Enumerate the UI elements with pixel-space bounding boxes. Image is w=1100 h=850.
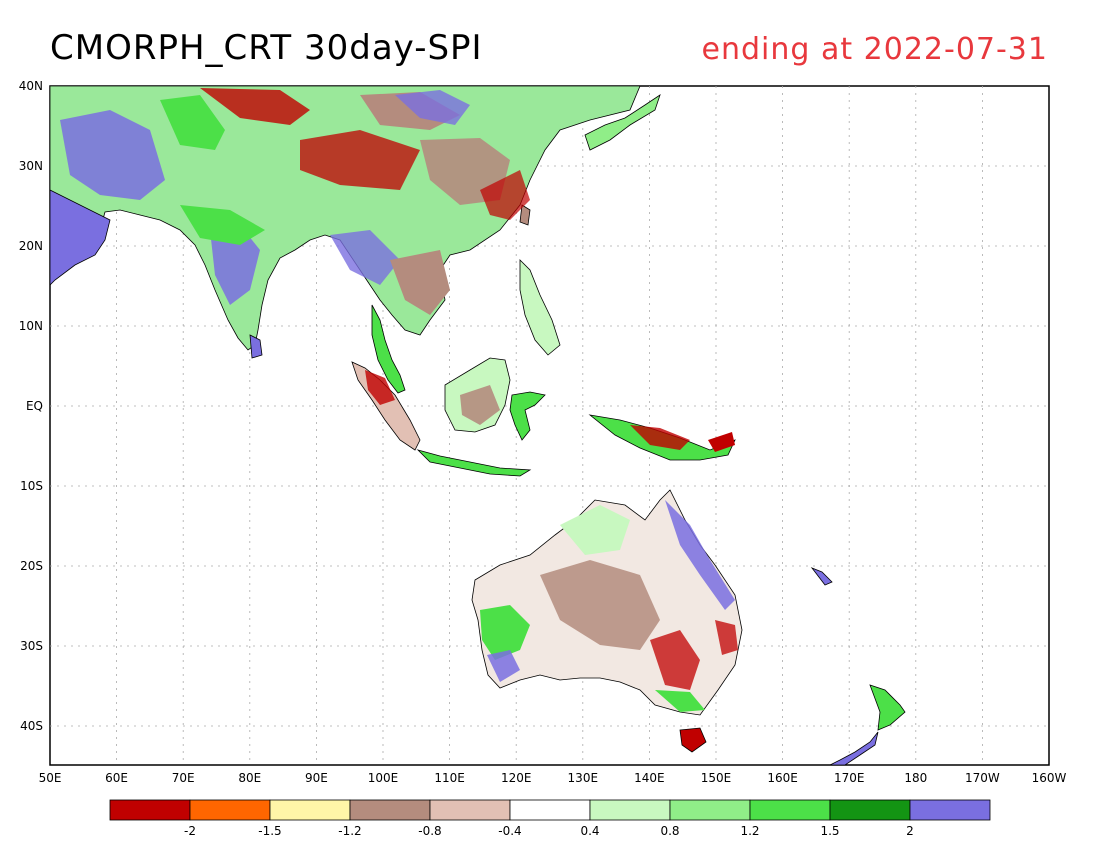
- land-new-caledonia: [810, 567, 833, 586]
- land-nz-north: [869, 684, 906, 731]
- legend-swatch: [589, 799, 671, 821]
- lat-label: 30S: [20, 639, 43, 653]
- lon-label: 160E: [767, 771, 798, 785]
- legend-label: -0.4: [498, 824, 521, 838]
- lon-label: 70E: [172, 771, 195, 785]
- legend-label: 0.4: [580, 824, 599, 838]
- lon-label: 120E: [501, 771, 532, 785]
- legend-swatch: [429, 799, 511, 821]
- legend-swatch: [269, 799, 351, 821]
- legend-label: -1.5: [258, 824, 281, 838]
- lon-label: 170E: [834, 771, 865, 785]
- lon-label: 160W: [1032, 771, 1067, 785]
- spi-anomaly-patches: [60, 88, 738, 712]
- land-taiwan: [519, 204, 531, 226]
- legend-label: -1.2: [338, 824, 361, 838]
- legend-label: -2: [184, 824, 196, 838]
- legend-label: 1.5: [820, 824, 839, 838]
- lon-label: 100E: [368, 771, 399, 785]
- land-java: [416, 449, 532, 477]
- land-tasmania: [679, 727, 707, 753]
- lat-label: 10N: [19, 319, 43, 333]
- legend-swatch: [189, 799, 271, 821]
- legend-swatch: [349, 799, 431, 821]
- lat-label: 20N: [19, 239, 43, 253]
- lon-label: 180: [904, 771, 927, 785]
- legend-swatch: [669, 799, 751, 821]
- land-sri-lanka: [249, 334, 263, 359]
- lon-label: 50E: [39, 771, 62, 785]
- color-legend: -2 -1.5 -1.2 -0.8 -0.4 0.4 0.8 1.2 1.5 2: [109, 799, 991, 838]
- legend-label: 1.2: [740, 824, 759, 838]
- lat-label: 10S: [20, 479, 43, 493]
- lon-label: 130E: [568, 771, 599, 785]
- lon-label: 110E: [434, 771, 465, 785]
- lon-label: 150E: [701, 771, 732, 785]
- land-sulawesi: [509, 391, 546, 441]
- legend-swatch: [509, 799, 591, 821]
- legend-swatch: [909, 799, 991, 821]
- legend-label: 0.8: [660, 824, 679, 838]
- land-nz-south: [829, 731, 879, 766]
- legend-swatch: [749, 799, 831, 821]
- land-japan: [584, 94, 661, 151]
- legend-label: 2: [906, 824, 914, 838]
- land-malay: [371, 304, 406, 394]
- lon-label: 140E: [634, 771, 665, 785]
- lon-label: 60E: [105, 771, 128, 785]
- lat-label: 30N: [19, 159, 43, 173]
- lat-label: 20S: [20, 559, 43, 573]
- map-title: CMORPH_CRT 30day-SPI: [50, 28, 483, 68]
- lon-label: 170W: [965, 771, 1000, 785]
- land-philippines: [519, 259, 561, 356]
- map-date-subtitle: ending at 2022-07-31: [701, 32, 1048, 67]
- legend-label: -0.8: [418, 824, 441, 838]
- map-axes: 50E 60E 70E 80E 90E 100E 110E 120E 130E 140E 150E 1…: [19, 79, 1067, 785]
- lon-label: 90E: [305, 771, 328, 785]
- legend-swatch: [829, 799, 911, 821]
- land-arabia: [49, 189, 111, 286]
- lat-label: 40S: [20, 719, 43, 733]
- lat-label: EQ: [26, 399, 43, 413]
- lat-label: 40N: [19, 79, 43, 93]
- lon-label: 80E: [238, 771, 261, 785]
- legend-swatch: [109, 799, 191, 821]
